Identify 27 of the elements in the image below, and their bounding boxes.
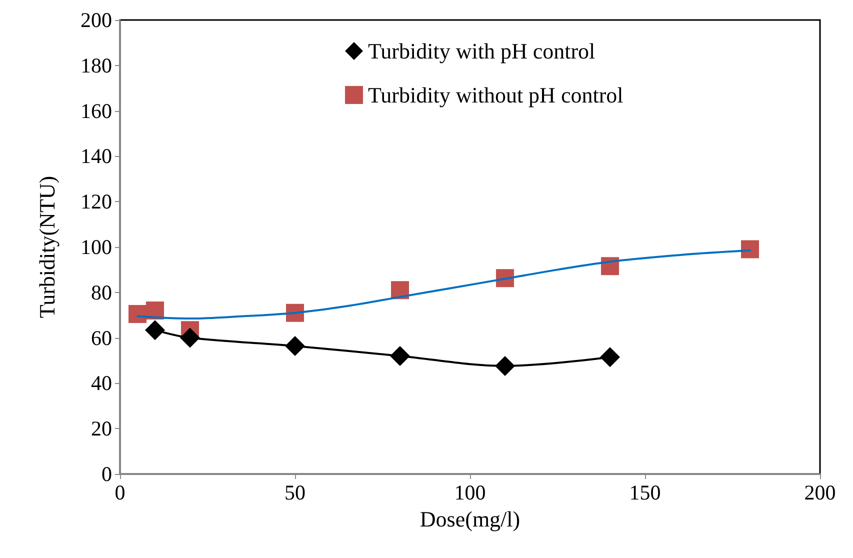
y-tick-label: 200 <box>80 8 112 32</box>
point <box>128 304 146 323</box>
x-tick-label: 100 <box>454 480 486 504</box>
point <box>390 346 410 366</box>
y-tick-label: 40 <box>91 371 112 396</box>
point <box>145 320 165 340</box>
point <box>741 240 759 258</box>
y-tick-label: 100 <box>80 235 112 259</box>
x-axis-title: Dose(mg/l) <box>420 506 520 532</box>
x-tick-label: 200 <box>804 480 836 504</box>
y-tick-label: 60 <box>91 326 112 350</box>
y-tick-label: 160 <box>80 98 112 123</box>
y-tick-label: 20 <box>91 416 112 441</box>
point <box>180 328 200 348</box>
x-tick-label: 50 <box>284 480 306 504</box>
x-tick-label: 150 <box>629 480 661 504</box>
point <box>600 347 620 368</box>
legend-label: Turbidity with pH control <box>368 38 596 64</box>
point <box>495 356 515 376</box>
y-tick-label: 180 <box>80 53 112 78</box>
y-axis-title: Turbidity(NTU) <box>34 176 60 318</box>
y-tick-label: 80 <box>91 280 112 304</box>
y-tick-label: 140 <box>80 144 112 168</box>
y-tick-label: 0 <box>102 462 112 486</box>
point <box>285 336 305 356</box>
legend-label: Turbidity without pH control <box>368 82 624 108</box>
y-tick-label: 120 <box>80 190 112 214</box>
